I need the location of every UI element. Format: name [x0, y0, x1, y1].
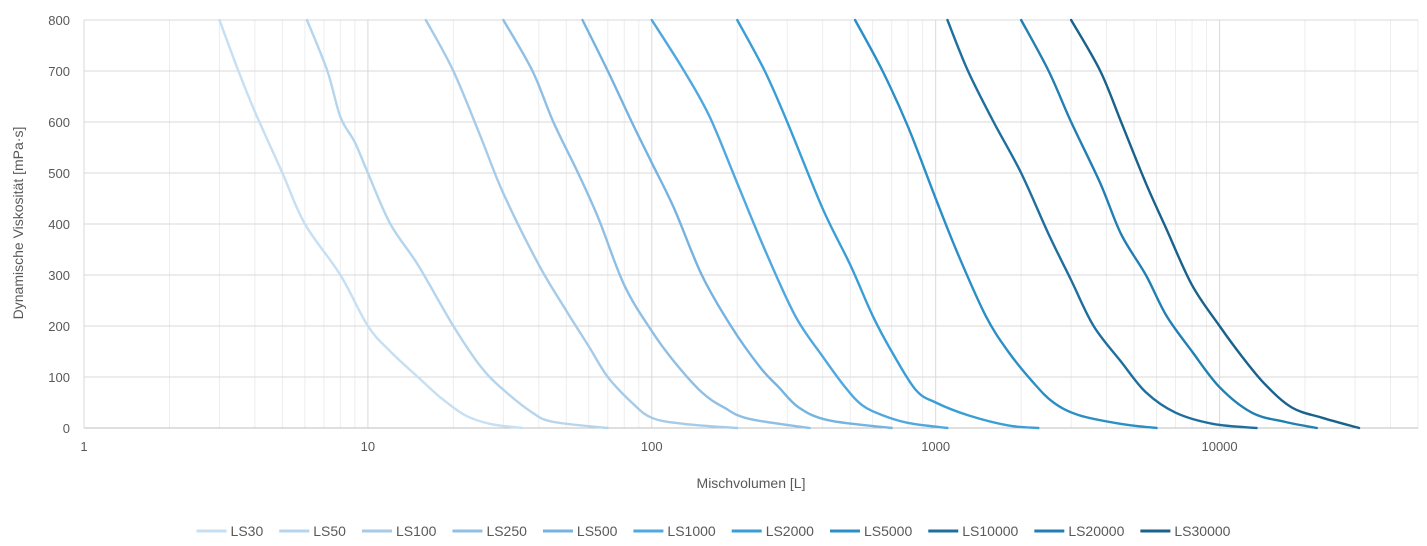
legend-item-ls500: LS500 — [542, 523, 618, 539]
x-tick-label: 1 — [80, 439, 87, 454]
legend-label: LS10000 — [962, 523, 1018, 539]
y-tick-label: 600 — [48, 115, 70, 130]
series-line-ls50 — [305, 18, 610, 430]
legend-label: LS2000 — [766, 523, 814, 539]
series-line-ls500 — [581, 18, 893, 430]
x-axis-title: Mischvolumen [L] — [697, 475, 806, 491]
legend-item-ls5000: LS5000 — [829, 523, 912, 539]
legend-label: LS1000 — [667, 523, 715, 539]
legend-item-ls100: LS100 — [361, 523, 437, 539]
y-tick-label: 800 — [48, 13, 70, 28]
x-tick-label: 10000 — [1201, 439, 1237, 454]
series-line-ls1000 — [650, 18, 949, 430]
y-tick-labels: 0 100 200 300 400 500 600 700 800 — [48, 13, 70, 436]
series-lines — [218, 18, 1361, 430]
legend-item-ls30000: LS30000 — [1140, 523, 1231, 539]
series-line-ls2000 — [736, 18, 1040, 430]
x-tick-label: 100 — [641, 439, 663, 454]
legend-item-ls50: LS50 — [279, 523, 346, 539]
y-tick-label: 700 — [48, 64, 70, 79]
legend-label: LS30000 — [1174, 523, 1230, 539]
legend-label: LS5000 — [864, 523, 912, 539]
series-line-ls250 — [502, 18, 811, 430]
legend-label: LS20000 — [1068, 523, 1124, 539]
y-tick-label: 500 — [48, 166, 70, 181]
y-tick-label: 0 — [63, 421, 70, 436]
legend-item-ls30: LS30 — [196, 523, 264, 539]
legend-label: LS250 — [486, 523, 527, 539]
axes — [83, 20, 1418, 429]
legend-item-ls1000: LS1000 — [633, 523, 716, 539]
y-tick-label: 300 — [48, 268, 70, 283]
major-gridlines — [83, 19, 1418, 429]
x-tick-labels: 1 10 100 1000 10000 — [80, 439, 1237, 454]
series-line-ls30 — [218, 18, 524, 430]
y-tick-label: 200 — [48, 319, 70, 334]
legend-item-ls20000: LS20000 — [1034, 523, 1125, 539]
legend-item-ls10000: LS10000 — [928, 523, 1019, 539]
y-tick-label: 400 — [48, 217, 70, 232]
legend: LS30 LS50 LS100 LS250 LS500 LS1000 LS2000 LS500… — [196, 523, 1231, 539]
series-line-ls10000 — [946, 18, 1258, 430]
legend-label: LS50 — [313, 523, 346, 539]
legend-label: LS30 — [231, 523, 264, 539]
legend-label: LS500 — [577, 523, 618, 539]
series-line-ls30000 — [1069, 18, 1361, 430]
x-tick-label: 1000 — [921, 439, 950, 454]
x-tick-label: 10 — [361, 439, 375, 454]
series-line-ls5000 — [853, 18, 1158, 430]
series-line-ls100 — [424, 18, 739, 430]
y-axis-title: Dynamische Viskosität [mPa·s] — [10, 127, 26, 320]
series-line-ls20000 — [1019, 18, 1318, 430]
legend-label: LS100 — [396, 523, 437, 539]
legend-item-ls250: LS250 — [452, 523, 527, 539]
legend-item-ls2000: LS2000 — [731, 523, 814, 539]
y-tick-label: 100 — [48, 370, 70, 385]
